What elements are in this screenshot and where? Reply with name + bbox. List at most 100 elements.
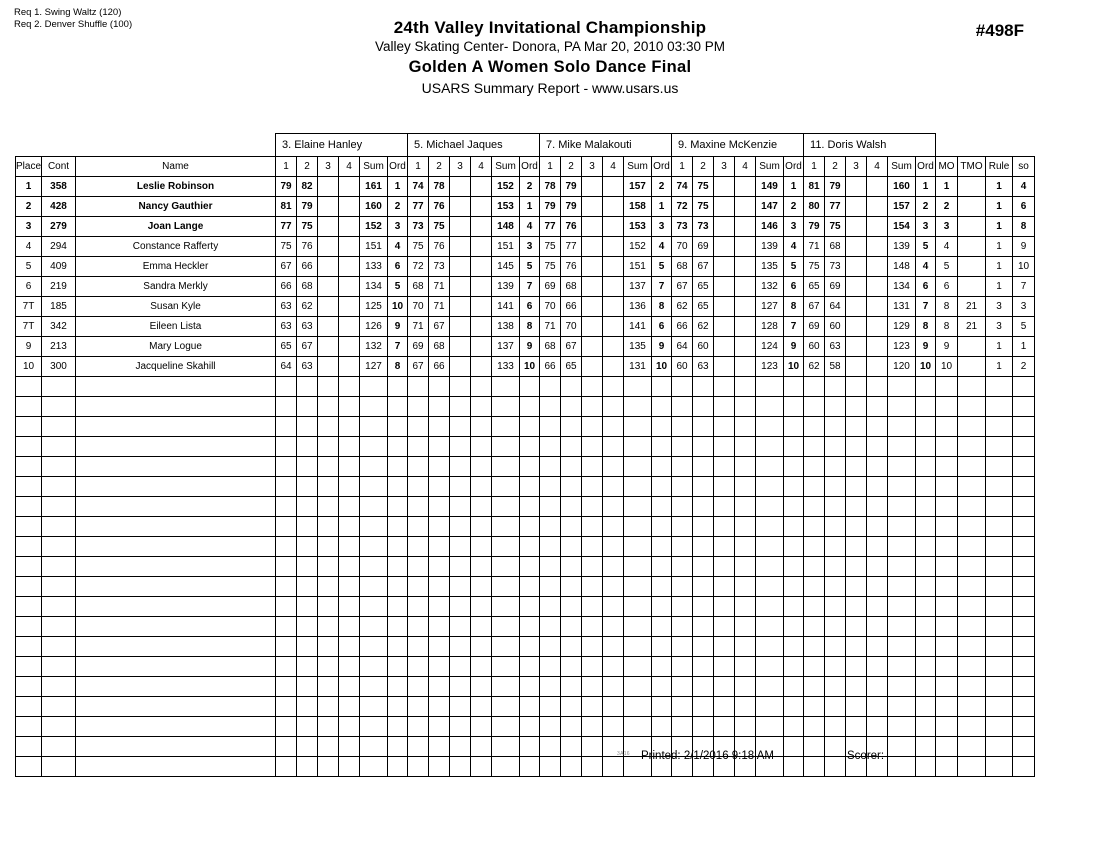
cell-judge1-sum: 125 xyxy=(359,296,389,317)
blank-judge-cell xyxy=(602,476,625,497)
cell-tmo: 21 xyxy=(957,316,987,337)
blank-row[interactable] xyxy=(14,696,1036,717)
blank-judge-cell xyxy=(491,736,521,757)
header-judge3-2: 2 xyxy=(560,156,583,177)
blank-rule xyxy=(985,636,1014,657)
blank-judge-cell xyxy=(539,476,562,497)
blank-judge-cell xyxy=(783,416,805,437)
cell-judge1-d3 xyxy=(317,236,340,257)
blank-row[interactable] xyxy=(14,556,1036,577)
blank-name xyxy=(75,756,277,777)
blank-row[interactable] xyxy=(14,616,1036,637)
blank-row[interactable] xyxy=(14,756,1036,777)
blank-judge-cell xyxy=(671,516,694,537)
blank-cont xyxy=(41,636,77,657)
blank-judge-cell xyxy=(407,516,430,537)
blank-judge-cell xyxy=(491,436,521,457)
table-row[interactable]: 6 219 Sandra Merkly 66 68 134 5 68 71 139 7 69 68 137… xyxy=(14,276,1036,297)
table-row[interactable]: 7T 185 Susan Kyle 63 62 125 10 70 71 141 6 70 66 136 8… xyxy=(14,296,1036,317)
blank-judge-cell xyxy=(428,676,451,697)
blank-judge-cell xyxy=(734,676,757,697)
cell-judge5-d4 xyxy=(866,316,889,337)
blank-judge-cell xyxy=(671,476,694,497)
blank-row[interactable] xyxy=(14,536,1036,557)
blank-row[interactable] xyxy=(14,676,1036,697)
blank-judge-cell xyxy=(470,756,493,777)
blank-judge-cell xyxy=(623,516,653,537)
blank-row[interactable] xyxy=(14,416,1036,437)
cell-judge4-d1: 67 xyxy=(671,276,694,297)
table-row[interactable]: 3 279 Joan Lange 77 75 152 3 73 75 148 4 77 76 153 3 73… xyxy=(14,216,1036,237)
header-judge2-ord: Ord xyxy=(519,156,541,177)
cell-judge4-d1: 70 xyxy=(671,236,694,257)
blank-judge-cell xyxy=(359,716,389,737)
blank-judge-cell xyxy=(560,596,583,617)
blank-judge-cell xyxy=(296,716,319,737)
blank-judge-cell xyxy=(519,736,541,757)
blank-name xyxy=(75,436,277,457)
blank-judge-cell xyxy=(671,636,694,657)
blank-judge-cell xyxy=(651,376,673,397)
blank-judge-cell xyxy=(317,716,340,737)
cell-judge2-ord: 10 xyxy=(519,356,541,377)
cell-cont: 219 xyxy=(41,276,77,297)
blank-judge-cell xyxy=(692,376,715,397)
blank-judge-cell xyxy=(296,736,319,757)
blank-judge-cell xyxy=(845,376,868,397)
blank-row[interactable] xyxy=(14,476,1036,497)
cell-judge2-d4 xyxy=(470,196,493,217)
cell-judge5-sum: 139 xyxy=(887,236,917,257)
blank-cont xyxy=(41,676,77,697)
cell-judge3-d4 xyxy=(602,336,625,357)
cell-judge3-d2: 67 xyxy=(560,336,583,357)
blank-judge-cell xyxy=(845,576,868,597)
cell-judge3-sum: 158 xyxy=(623,196,653,217)
cell-judge3-ord: 4 xyxy=(651,236,673,257)
blank-judge-cell xyxy=(866,416,889,437)
blank-judge-cell xyxy=(560,616,583,637)
table-row[interactable]: 5 409 Emma Heckler 67 66 133 6 72 73 145 5 75 76 151 5… xyxy=(14,256,1036,277)
blank-judge-cell xyxy=(519,376,541,397)
table-row[interactable]: 1 358 Leslie Robinson 79 82 161 1 74 78 152 2 78 79 1… xyxy=(14,176,1036,197)
blank-row[interactable] xyxy=(14,516,1036,537)
blank-row[interactable] xyxy=(14,716,1036,737)
table-row[interactable]: 2 428 Nancy Gauthier 81 79 160 2 77 76 153 1 79 79 15… xyxy=(14,196,1036,217)
cell-rule: 1 xyxy=(985,336,1014,357)
header-judge2-2: 2 xyxy=(428,156,451,177)
blank-judge-cell xyxy=(317,456,340,477)
blank-judge-cell xyxy=(824,636,847,657)
cell-judge1-d4 xyxy=(338,336,361,357)
blank-judge-cell xyxy=(887,656,917,677)
blank-row[interactable] xyxy=(14,656,1036,677)
cell-tmo xyxy=(957,256,987,277)
cell-judge4-d2: 67 xyxy=(692,256,715,277)
blank-judge-cell xyxy=(539,376,562,397)
blank-judge-cell xyxy=(581,696,604,717)
cell-judge2-d2: 75 xyxy=(428,216,451,237)
blank-row[interactable] xyxy=(14,456,1036,477)
blank-row[interactable] xyxy=(14,396,1036,417)
table-row[interactable]: 7T 342 Eileen Lista 63 63 126 9 71 67 138 8 71 70 141… xyxy=(14,316,1036,337)
blank-judge-cell xyxy=(275,556,298,577)
cell-judge5-d4 xyxy=(866,276,889,297)
blank-row[interactable] xyxy=(14,636,1036,657)
blank-judge-cell xyxy=(651,436,673,457)
blank-cont xyxy=(41,696,77,717)
table-row[interactable]: 4 294 Constance Rafferty 75 76 151 4 75 76 151 3 75… xyxy=(14,236,1036,257)
blank-row[interactable] xyxy=(14,436,1036,457)
cell-judge3-ord: 1 xyxy=(651,196,673,217)
blank-row[interactable] xyxy=(14,736,1036,757)
blank-judge-cell xyxy=(407,656,430,677)
blank-row[interactable] xyxy=(14,376,1036,397)
blank-row[interactable] xyxy=(14,576,1036,597)
blank-judge-cell xyxy=(755,596,785,617)
blank-judge-cell xyxy=(866,496,889,517)
blank-name xyxy=(75,636,277,657)
cell-judge3-d1: 70 xyxy=(539,296,562,317)
blank-row[interactable] xyxy=(14,496,1036,517)
table-row[interactable]: 10 300 Jacqueline Skahill 64 63 127 8 67 66 133 10… xyxy=(14,356,1036,377)
blank-judge-cell xyxy=(671,416,694,437)
blank-row[interactable] xyxy=(14,596,1036,617)
blank-judge-cell xyxy=(887,616,917,637)
table-row[interactable]: 9 213 Mary Logue 65 67 132 7 69 68 137 9 68 67 135 9 64… xyxy=(14,336,1036,357)
